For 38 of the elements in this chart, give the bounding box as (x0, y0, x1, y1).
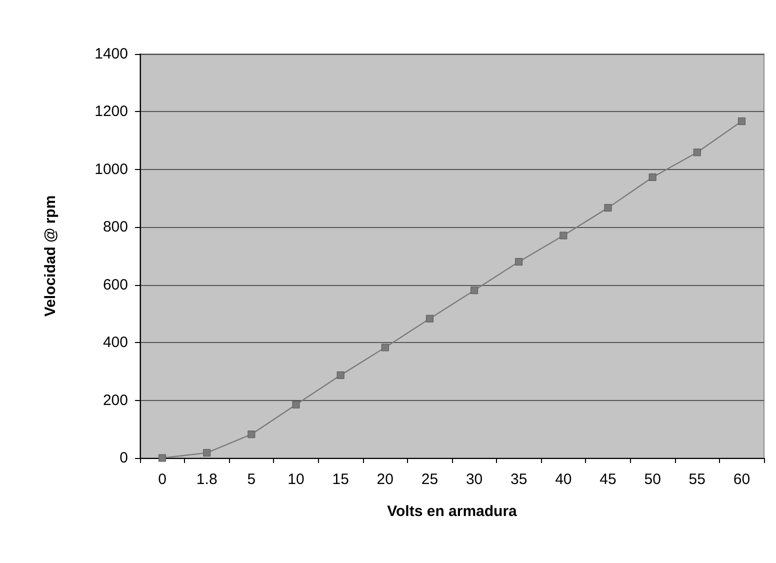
x-tick-label: 55 (688, 471, 706, 488)
x-tick-label: 50 (644, 471, 661, 488)
point (604, 204, 612, 212)
x-tick-label: 40 (555, 471, 572, 488)
point (248, 430, 256, 438)
point (292, 400, 300, 408)
x-tick-label: 30 (466, 471, 483, 488)
x-tick-label: 35 (510, 471, 528, 488)
point (470, 286, 478, 294)
x-tick-label: 10 (288, 471, 304, 488)
point (515, 258, 523, 266)
x-tick-label: 20 (376, 471, 394, 488)
point (693, 148, 701, 156)
x-tick-label: 1.8 (196, 471, 218, 488)
x-tick-label: 60 (733, 471, 750, 488)
point (381, 344, 389, 352)
x-tick-label: 45 (600, 471, 616, 488)
point (560, 232, 568, 240)
x-tick-label: 25 (421, 471, 438, 488)
y-tick-label: 1200 (94, 103, 128, 120)
point (738, 117, 746, 125)
x-tick-label: 5 (247, 471, 256, 488)
point (203, 449, 211, 457)
y-tick-label: 0 (120, 450, 128, 466)
point (158, 454, 166, 462)
x-tick-label: 0 (158, 471, 166, 488)
point (426, 314, 434, 322)
y-tick-label: 1000 (94, 160, 128, 178)
y-tick-label: 800 (102, 218, 128, 236)
x-axis-title: Volts en armadura (387, 503, 518, 520)
y-axis-title: Velocidad @ rpm (42, 195, 59, 317)
y-tick-label: 200 (102, 392, 128, 409)
y-tick-label: 1400 (94, 46, 128, 62)
x-tick-label: 15 (332, 471, 349, 488)
point (648, 173, 656, 181)
y-tick-label: 400 (102, 334, 128, 352)
y-tick-label: 600 (102, 276, 128, 294)
point (336, 371, 344, 379)
